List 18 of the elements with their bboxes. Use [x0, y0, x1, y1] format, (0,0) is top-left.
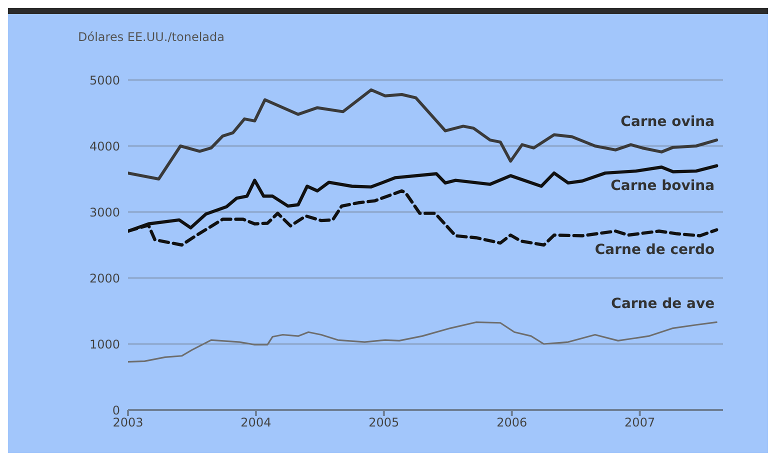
line-series — [128, 321, 718, 363]
y-tick-label: 0 — [112, 403, 120, 418]
series-label: Carne de ave — [611, 296, 715, 312]
x-tick-label: 2006 — [496, 416, 528, 430]
y-tick-label: 4000 — [89, 139, 120, 154]
x-tick-label: 2003 — [112, 416, 144, 430]
y-tick-label: 2000 — [89, 271, 120, 286]
x-tick-label: 2004 — [240, 416, 272, 430]
series-label: Carne ovina — [620, 114, 715, 130]
line-series — [128, 88, 718, 180]
y-tick-label: 3000 — [89, 205, 120, 220]
series-label: Carne de cerdo — [594, 242, 715, 258]
x-tick-label: 2005 — [368, 416, 400, 430]
y-tick-label: 5000 — [89, 73, 120, 88]
x-tick-label: 2007 — [624, 416, 656, 430]
y-tick-label: 1000 — [89, 337, 120, 352]
y-axis-title: Dólares EE.UU./tonelada — [78, 30, 224, 44]
series-label: Carne bovina — [610, 178, 715, 194]
